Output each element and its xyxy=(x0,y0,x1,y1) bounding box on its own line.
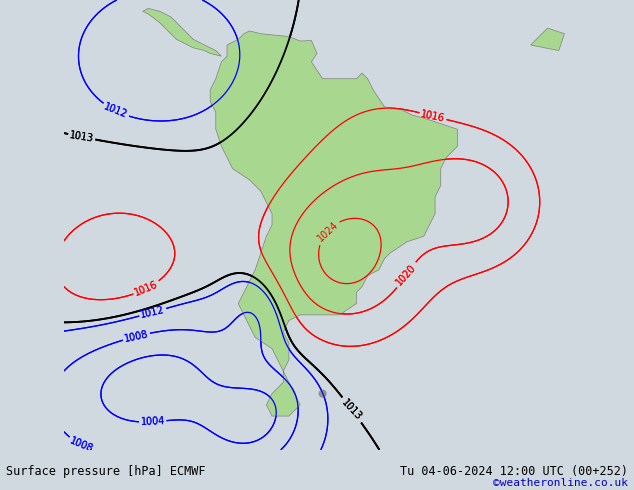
Text: 1020: 1020 xyxy=(394,263,418,288)
Text: 1008: 1008 xyxy=(124,329,150,344)
Polygon shape xyxy=(143,8,221,56)
Text: ©weatheronline.co.uk: ©weatheronline.co.uk xyxy=(493,478,628,488)
Text: 1013: 1013 xyxy=(69,130,94,144)
Text: 1008: 1008 xyxy=(124,329,150,344)
Text: Tu 04-06-2024 12:00 UTC (00+252): Tu 04-06-2024 12:00 UTC (00+252) xyxy=(399,465,628,478)
Text: 1004: 1004 xyxy=(140,416,165,427)
Text: Surface pressure [hPa] ECMWF: Surface pressure [hPa] ECMWF xyxy=(6,465,206,478)
Text: 1008: 1008 xyxy=(68,436,95,454)
Text: 1016: 1016 xyxy=(420,109,446,123)
Text: 1013: 1013 xyxy=(340,397,364,422)
Text: 1004: 1004 xyxy=(140,416,165,427)
Text: 1016: 1016 xyxy=(133,279,160,298)
Text: 1016: 1016 xyxy=(420,109,446,123)
Text: 1012: 1012 xyxy=(139,305,166,320)
Circle shape xyxy=(320,390,326,397)
Text: 1024: 1024 xyxy=(315,219,340,243)
Text: 1008: 1008 xyxy=(68,436,95,454)
Text: 1012: 1012 xyxy=(103,101,129,120)
Text: 1012: 1012 xyxy=(103,101,129,120)
Text: 1013: 1013 xyxy=(340,397,364,422)
Text: 1020: 1020 xyxy=(394,263,418,288)
Text: 1016: 1016 xyxy=(133,279,160,298)
Polygon shape xyxy=(210,31,458,416)
Text: 1013: 1013 xyxy=(69,130,94,144)
Text: 1024: 1024 xyxy=(315,219,340,243)
Polygon shape xyxy=(531,28,564,50)
Text: 1012: 1012 xyxy=(139,305,166,320)
